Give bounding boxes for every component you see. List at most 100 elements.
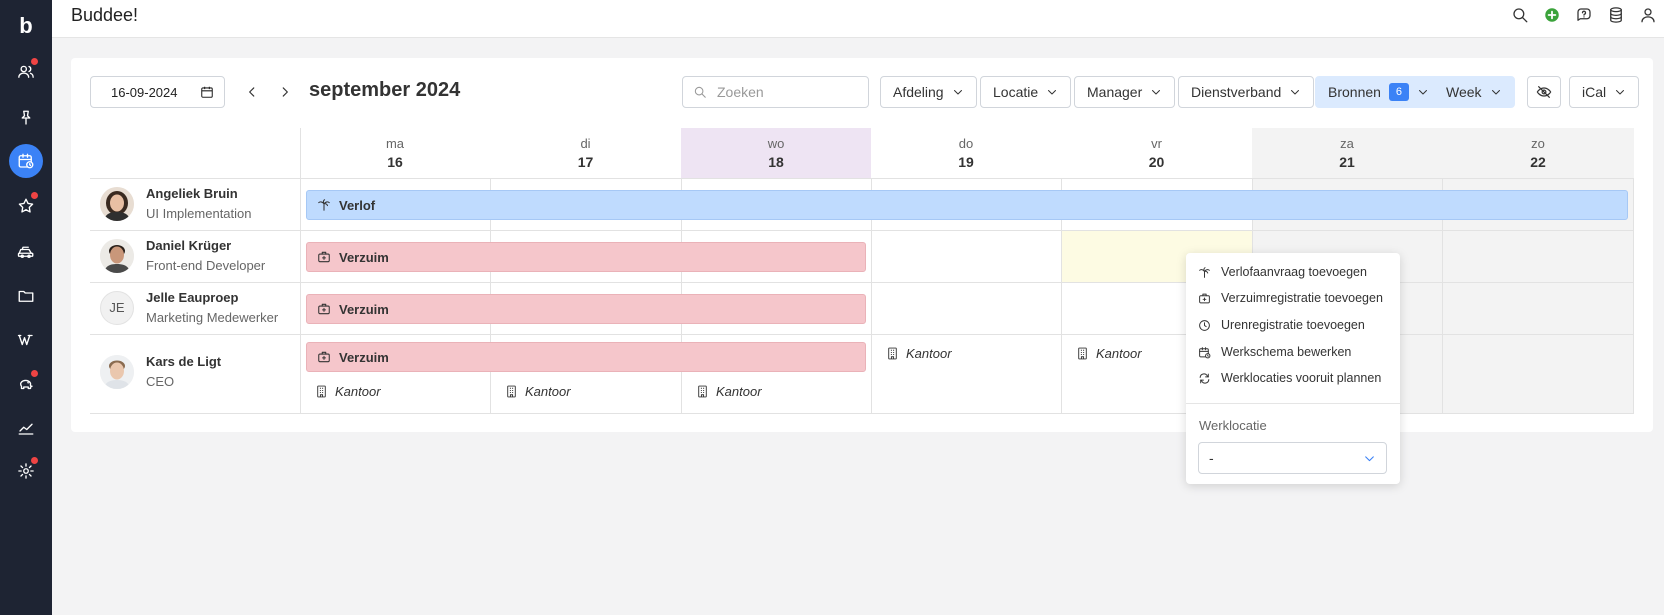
add-leave-request-item[interactable]: Verlofaanvraag toevoegen — [1198, 265, 1367, 279]
pin-icon — [21, 110, 31, 125]
user-icon — [1641, 8, 1655, 23]
notification-dot — [31, 192, 38, 199]
chevron-down-icon — [1616, 90, 1625, 95]
absence-event[interactable]: Verzuim — [306, 342, 866, 372]
employee-row-header[interactable]: Daniel Krüger Front-end Developer — [100, 238, 265, 273]
previous-week-button[interactable] — [242, 82, 262, 102]
work-location[interactable]: Kantoor — [1076, 346, 1142, 361]
chevron-down-icon — [1048, 90, 1057, 95]
sidebar-item-wiki[interactable] — [6, 322, 46, 358]
plan-locations-item[interactable]: Werklocaties vooruit plannen — [1198, 371, 1381, 385]
leave-event[interactable]: Verlof — [306, 190, 1628, 220]
search-field[interactable] — [682, 76, 869, 108]
users-icon — [18, 65, 34, 78]
sidebar-item-calendar[interactable] — [6, 143, 46, 179]
toggle-visibility-button[interactable] — [1527, 76, 1561, 108]
add-absence-item[interactable]: Verzuimregistratie toevoegen — [1198, 291, 1383, 305]
next-week-button[interactable] — [275, 82, 295, 102]
app-title: Buddee! — [71, 5, 139, 25]
employee-row-header[interactable]: JE Jelle Eauproep Marketing Medewerker — [100, 290, 278, 325]
work-location[interactable]: Kantoor — [696, 384, 762, 399]
add-hours-item[interactable]: Urenregistratie toevoegen — [1198, 318, 1365, 332]
calendar-icon — [18, 153, 34, 169]
chevron-down-icon — [953, 90, 962, 95]
bronnen-count-badge: 6 — [1388, 83, 1409, 101]
database-button[interactable] — [1606, 5, 1626, 25]
building-icon — [888, 347, 897, 360]
employee-row-header[interactable]: Kars de Ligt CEO — [100, 354, 221, 389]
building-icon — [507, 385, 516, 398]
edit-schedule-item[interactable]: Werkschema bewerken — [1198, 345, 1351, 359]
view-label: Week — [1446, 84, 1482, 100]
filter-label: Bronnen — [1328, 84, 1381, 100]
sidebar-item-settings[interactable] — [6, 453, 46, 489]
folder-icon — [18, 290, 34, 302]
grid-line — [1633, 178, 1634, 414]
filter-label: Manager — [1087, 84, 1143, 100]
sidebar-item-pins[interactable] — [6, 100, 46, 136]
menu-divider — [1186, 403, 1400, 404]
search-input[interactable] — [717, 84, 857, 100]
sidebar: b — [0, 0, 52, 615]
day-header: ma 16 — [385, 136, 405, 170]
date-input[interactable]: 16-09-2024 — [90, 76, 225, 108]
building-icon — [317, 385, 326, 398]
medical-bag-icon — [318, 303, 330, 315]
avatar — [100, 186, 134, 221]
filter-label: Dienstverband — [1191, 84, 1282, 100]
absence-event[interactable]: Verzuim — [306, 294, 866, 324]
day-header: vr 20 — [1148, 136, 1165, 170]
profile-button[interactable] — [1638, 5, 1658, 25]
sidebar-item-reports[interactable] — [6, 410, 46, 446]
car-icon — [17, 246, 34, 259]
palm-tree-icon — [1199, 266, 1210, 278]
app-logo[interactable]: b — [19, 13, 33, 38]
medical-bag-icon — [318, 351, 330, 363]
event-label: Verzuim — [339, 301, 389, 317]
medical-bag-icon — [318, 251, 330, 263]
help-icon — [1577, 8, 1591, 21]
add-button[interactable] — [1542, 5, 1562, 25]
filter-label: Locatie — [993, 84, 1039, 100]
sidebar-item-vehicles[interactable] — [6, 233, 46, 269]
search-button[interactable] — [1510, 5, 1530, 25]
ical-label: iCal — [1582, 84, 1607, 100]
work-location[interactable]: Kantoor — [315, 384, 381, 399]
building-icon — [1078, 347, 1087, 360]
employee-role: CEO — [146, 374, 175, 389]
help-button[interactable] — [1574, 5, 1594, 25]
sidebar-item-finance[interactable] — [6, 366, 46, 402]
filter-manager[interactable]: Manager — [1074, 76, 1176, 108]
avatar — [100, 238, 134, 273]
employee-name: Kars de Ligt — [146, 354, 222, 369]
clock-icon — [1199, 319, 1210, 331]
filter-dienstverband[interactable]: Dienstverband — [1178, 76, 1315, 108]
work-location-select[interactable]: - — [1198, 442, 1387, 474]
filter-bronnen[interactable]: Bronnen 6 — [1315, 76, 1442, 108]
date-value: 16-09-2024 — [111, 84, 178, 100]
sidebar-item-favorites[interactable] — [6, 188, 46, 224]
employee-role: UI Implementation — [146, 206, 252, 221]
grid-line — [90, 178, 1634, 179]
filter-locatie[interactable]: Locatie — [980, 76, 1072, 108]
piggy-bank-icon — [20, 379, 33, 390]
calendar-card: 16-09-2024 september 2024 Afdeling Locat… — [71, 58, 1653, 432]
calendar-clock-icon — [1199, 346, 1211, 358]
view-week-select[interactable]: Week — [1433, 76, 1515, 108]
database-icon — [1610, 7, 1622, 23]
sidebar-item-users[interactable] — [6, 54, 46, 90]
search-icon — [694, 86, 706, 98]
filter-afdeling[interactable]: Afdeling — [880, 76, 977, 108]
work-location-value: - — [1209, 450, 1214, 466]
day-header-today: wo 18 — [681, 128, 871, 178]
cell-context-menu: Verlofaanvraag toevoegen Verzuimregistra… — [1186, 253, 1400, 484]
sidebar-item-documents[interactable] — [6, 278, 46, 314]
avatar-initials: JE — [100, 290, 134, 325]
work-location[interactable]: Kantoor — [505, 384, 571, 399]
ical-select[interactable]: iCal — [1569, 76, 1640, 108]
work-location[interactable]: Kantoor — [886, 346, 952, 361]
repeat-icon — [1199, 373, 1210, 383]
employee-row-header[interactable]: Angeliek Bruin UI Implementation — [100, 186, 252, 221]
eye-off-icon — [1536, 86, 1552, 98]
absence-event[interactable]: Verzuim — [306, 242, 866, 272]
